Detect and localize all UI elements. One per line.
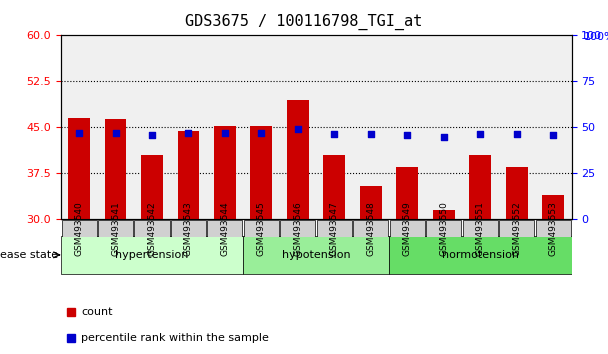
FancyBboxPatch shape <box>317 220 352 237</box>
Text: 100%: 100% <box>584 32 608 42</box>
Text: hypertension: hypertension <box>116 250 188 260</box>
Point <box>439 134 449 139</box>
Point <box>220 130 230 136</box>
Bar <box>396 167 418 219</box>
Text: GSM493545: GSM493545 <box>257 201 266 256</box>
Point <box>111 130 120 136</box>
Text: count: count <box>81 307 112 317</box>
Text: normotension: normotension <box>442 250 519 260</box>
Point <box>475 131 485 137</box>
FancyBboxPatch shape <box>499 220 534 237</box>
Bar <box>433 210 455 219</box>
Point <box>548 132 558 138</box>
Point <box>366 131 376 137</box>
Point <box>293 126 303 132</box>
Bar <box>469 155 491 219</box>
FancyBboxPatch shape <box>61 220 97 237</box>
Point <box>74 130 84 136</box>
Bar <box>141 155 163 219</box>
Text: GSM493551: GSM493551 <box>476 201 485 256</box>
FancyBboxPatch shape <box>244 220 279 237</box>
FancyBboxPatch shape <box>280 220 316 237</box>
Text: disease state: disease state <box>0 250 58 260</box>
Bar <box>323 155 345 219</box>
FancyBboxPatch shape <box>536 220 571 237</box>
Text: GSM493553: GSM493553 <box>549 201 558 256</box>
Text: percentile rank within the sample: percentile rank within the sample <box>81 333 269 343</box>
FancyBboxPatch shape <box>61 236 243 274</box>
Point <box>512 131 522 137</box>
Text: GDS3675 / 100116798_TGI_at: GDS3675 / 100116798_TGI_at <box>185 14 423 30</box>
Text: GSM493549: GSM493549 <box>403 201 412 256</box>
FancyBboxPatch shape <box>390 220 425 237</box>
FancyBboxPatch shape <box>463 220 498 237</box>
Point <box>402 132 412 138</box>
FancyBboxPatch shape <box>353 220 389 237</box>
Text: GSM493547: GSM493547 <box>330 201 339 256</box>
FancyBboxPatch shape <box>243 236 389 274</box>
Bar <box>287 100 309 219</box>
FancyBboxPatch shape <box>134 220 170 237</box>
Bar <box>360 186 382 219</box>
Text: GSM493544: GSM493544 <box>221 201 229 256</box>
Text: GSM493541: GSM493541 <box>111 201 120 256</box>
Bar <box>105 119 126 219</box>
FancyBboxPatch shape <box>171 220 206 237</box>
FancyBboxPatch shape <box>426 220 461 237</box>
Text: hypotension: hypotension <box>282 250 350 260</box>
Text: GSM493550: GSM493550 <box>440 201 448 256</box>
Bar <box>68 118 90 219</box>
Text: GSM493542: GSM493542 <box>148 201 156 256</box>
Point <box>330 131 339 137</box>
FancyBboxPatch shape <box>389 236 572 274</box>
Point <box>184 130 193 136</box>
Text: GSM493540: GSM493540 <box>75 201 83 256</box>
Bar <box>542 195 564 219</box>
Text: GSM493543: GSM493543 <box>184 201 193 256</box>
Text: GSM493548: GSM493548 <box>367 201 375 256</box>
Bar <box>506 167 528 219</box>
Text: GSM493546: GSM493546 <box>294 201 302 256</box>
Point <box>257 130 266 136</box>
Bar <box>250 126 272 219</box>
FancyBboxPatch shape <box>207 220 243 237</box>
FancyBboxPatch shape <box>98 220 133 237</box>
Text: GSM493552: GSM493552 <box>513 201 521 256</box>
Bar <box>214 126 236 219</box>
Point <box>147 132 157 138</box>
Bar <box>178 131 199 219</box>
